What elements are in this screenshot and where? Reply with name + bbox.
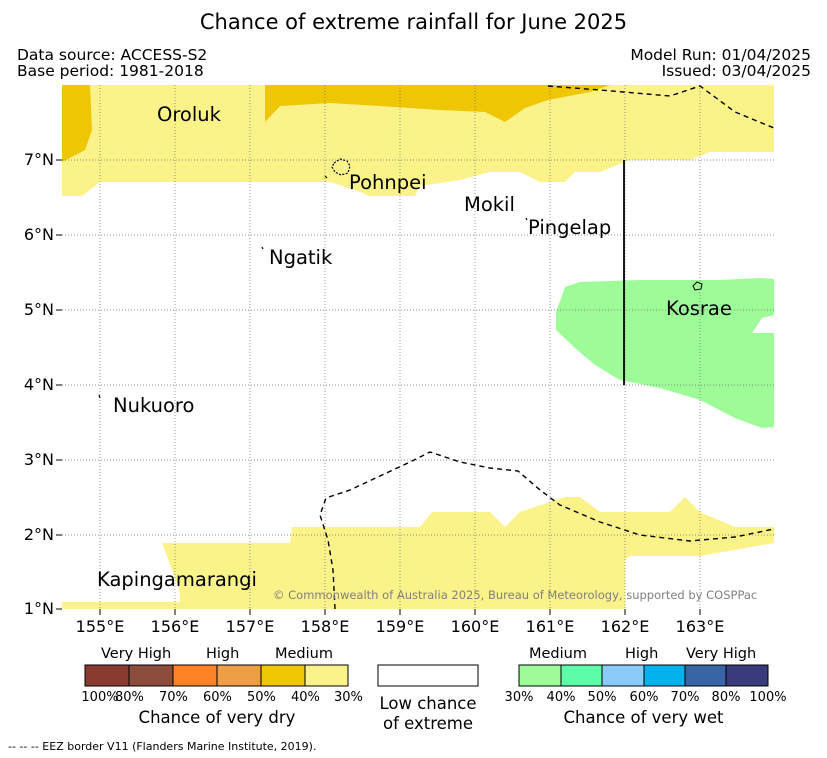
issued-date: Issued: 03/04/2025 xyxy=(661,62,811,80)
oroluk-island xyxy=(324,175,328,179)
wet-category-medium: Medium xyxy=(529,646,587,662)
place-label-oroluk: Oroluk xyxy=(157,103,221,126)
dry-category-high: High xyxy=(206,646,240,662)
x-tick-label: 162°E xyxy=(600,617,650,636)
wet-tick-label: 30% xyxy=(504,690,534,705)
dry-high-patch-west xyxy=(62,85,92,162)
dry-tick-label: 40% xyxy=(291,690,320,705)
x-tick-label: 160°E xyxy=(450,617,500,636)
low-chance-title-line1: Low chance xyxy=(379,694,477,713)
place-label-pohnpei: Pohnpei xyxy=(349,171,427,194)
pingelap-island xyxy=(525,217,528,221)
base-period: Base period: 1981-2018 xyxy=(17,62,204,80)
nukuoro-island xyxy=(98,394,101,399)
dry-swatch-3 xyxy=(172,664,218,687)
model-run: Model Run: 01/04/2025 xyxy=(630,46,811,64)
dry-swatch-5 xyxy=(260,664,306,687)
place-label-kapingamarangi: Kapingamarangi xyxy=(97,568,257,591)
eez-border xyxy=(319,85,774,609)
x-tick-label: 157°E xyxy=(225,617,275,636)
wet-swatch-2 xyxy=(560,664,603,687)
dry-medium-south-region xyxy=(62,497,774,609)
wet-tick-label: 80% xyxy=(711,690,741,705)
place-label-pingelap: Pingelap xyxy=(528,216,612,239)
place-label-kosrae: Kosrae xyxy=(666,297,732,320)
y-tick-label: 7°N xyxy=(23,150,54,169)
dry-tick-label: 50% xyxy=(247,690,276,705)
dry-high-patch-north xyxy=(265,85,610,122)
wet-tick-label: 40% xyxy=(546,690,576,705)
place-label-ngatik: Ngatik xyxy=(269,246,333,269)
y-tick-label: 6°N xyxy=(23,225,54,244)
ngatik-island xyxy=(261,246,264,250)
y-tick-label: 3°N xyxy=(23,450,54,469)
copyright-notice: © Commonwealth of Australia 2025, Bureau… xyxy=(273,588,758,602)
wet-category-very-high: Very High xyxy=(686,646,757,662)
low-chance-title-line2: of extreme xyxy=(382,714,474,733)
place-label-mokil: Mokil xyxy=(464,193,515,216)
y-tick-label: 2°N xyxy=(23,525,54,544)
dry-swatch-4 xyxy=(216,664,262,687)
wet-tick-label: 100% xyxy=(749,690,787,705)
dry-category-medium: Medium xyxy=(275,646,333,662)
map-title: Chance of extreme rainfall for June 2025 xyxy=(199,10,628,34)
map-gridlines xyxy=(62,85,774,609)
wet-tick-label: 70% xyxy=(670,690,700,705)
place-label-nukuoro: Nukuoro xyxy=(113,394,195,417)
legend-dry-colorbar xyxy=(84,664,349,687)
x-tick-label: 155°E xyxy=(75,617,125,636)
wet-tick-label: 60% xyxy=(629,690,659,705)
map-plot-area xyxy=(62,85,774,609)
x-tick-label: 159°E xyxy=(375,617,425,636)
legend-low-chance-box xyxy=(377,664,479,687)
map-tick-marks xyxy=(56,159,701,615)
dry-tick-label: 80% xyxy=(115,690,144,705)
dry-tick-label: 60% xyxy=(203,690,232,705)
dry-legend-title: Chance of very dry xyxy=(138,708,296,727)
wet-swatch-1 xyxy=(518,664,562,687)
dry-medium-north-region xyxy=(62,85,774,196)
dry-swatch-6 xyxy=(304,664,349,687)
wet-swatch-4 xyxy=(643,664,686,687)
x-tick-label: 158°E xyxy=(300,617,350,636)
y-tick-label: 1°N xyxy=(23,599,54,618)
x-tick-label: 163°E xyxy=(675,617,725,636)
wet-swatch-5 xyxy=(684,664,727,687)
dry-swatch-2 xyxy=(128,664,174,687)
x-tick-label: 161°E xyxy=(525,617,575,636)
data-source: Data source: ACCESS-S2 xyxy=(17,46,208,64)
eez-footnote: -- -- -- EEZ border V11 (Flanders Marine… xyxy=(8,740,317,753)
wet-swatch-6 xyxy=(725,664,769,687)
wet-legend-title: Chance of very wet xyxy=(563,708,724,727)
wet-tick-label: 50% xyxy=(587,690,617,705)
wet-category-high: High xyxy=(625,646,659,662)
dry-tick-label: 30% xyxy=(334,690,363,705)
wet-swatch-3 xyxy=(601,664,645,687)
dry-swatch-1 xyxy=(84,664,130,687)
y-tick-label: 4°N xyxy=(23,375,54,394)
wet-medium-region xyxy=(556,278,774,428)
kosrae-island xyxy=(692,281,703,291)
dry-category-very-high: Very High xyxy=(101,646,172,662)
dry-tick-label: 70% xyxy=(159,690,188,705)
y-tick-label: 5°N xyxy=(23,300,54,319)
x-tick-label: 156°E xyxy=(150,617,200,636)
legend-wet-colorbar xyxy=(518,664,769,687)
dry-tick-label: 100% xyxy=(81,690,119,705)
